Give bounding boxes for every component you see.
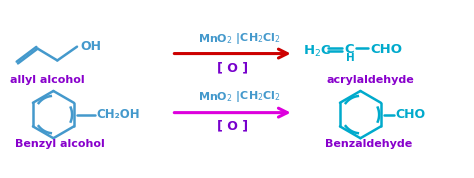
Text: |CH$_2$Cl$_2$: |CH$_2$Cl$_2$ (232, 89, 282, 104)
Text: allyl alcohol: allyl alcohol (10, 75, 85, 85)
Text: CHO: CHO (396, 108, 426, 121)
Text: Benzaldehyde: Benzaldehyde (325, 139, 412, 149)
Text: [ O ]: [ O ] (217, 62, 248, 75)
Text: CH₂OH: CH₂OH (97, 108, 140, 121)
Text: Benzyl alcohol: Benzyl alcohol (15, 139, 105, 149)
Text: acrylaldehyde: acrylaldehyde (327, 75, 414, 85)
Text: C: C (345, 43, 354, 56)
Text: H: H (346, 53, 355, 64)
Text: H$_2$C: H$_2$C (303, 44, 332, 59)
Text: CHO: CHO (370, 43, 402, 56)
Text: MnO$_2$: MnO$_2$ (198, 32, 232, 46)
Text: [ O ]: [ O ] (217, 120, 248, 133)
Text: MnO$_2$: MnO$_2$ (198, 90, 232, 104)
Text: |CH$_2$Cl$_2$: |CH$_2$Cl$_2$ (232, 31, 282, 46)
Text: OH: OH (80, 40, 101, 53)
